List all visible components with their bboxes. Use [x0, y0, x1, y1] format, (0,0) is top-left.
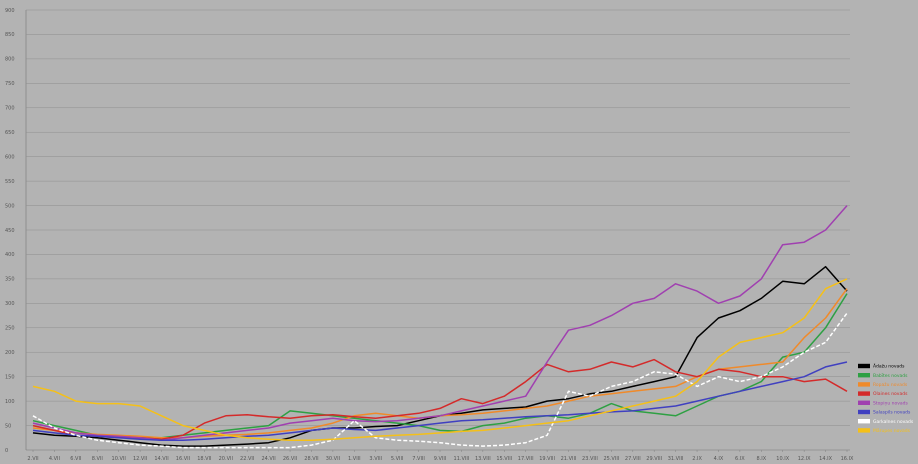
legend-swatch [858, 363, 870, 369]
x-tick-label: 5.VIII [391, 456, 404, 462]
x-tick-label: 12.IX [798, 456, 811, 462]
series-line-7 [32, 312, 848, 449]
x-tick-label: 15.VIII [496, 456, 512, 462]
legend-label: Babītes novads [873, 373, 908, 379]
legend-label: Garkalnes novads [873, 419, 914, 425]
x-tick-label: 4.IX [714, 456, 724, 462]
legend-swatch [858, 382, 870, 387]
x-tick-label: 26.VII [283, 456, 297, 462]
y-tick-label: 850 [5, 32, 15, 38]
y-tick-label: 350 [5, 277, 15, 283]
legend-label: Ādažu novads [873, 363, 905, 370]
legend-label: Ropažu novads [873, 381, 908, 388]
y-axis: 0 50 100 150 200 250 300 350 400 450 500 550 600 650 7… [5, 8, 15, 454]
x-tick-label: 14.IX [819, 456, 832, 462]
x-tick-label: 30.VII [326, 456, 340, 462]
x-tick-label: 4.VII [49, 456, 60, 462]
y-tick-label: 500 [5, 203, 15, 209]
legend: Ādažu novads Babītes novads Ropažu novads O… [858, 363, 914, 434]
legend-swatch [858, 400, 870, 405]
y-tick-label: 750 [5, 81, 15, 87]
x-tick-label: 17.VIII [518, 456, 534, 462]
x-tick-label: 23.VIII [582, 456, 598, 462]
series-line-6 [32, 361, 848, 441]
x-tick-label: 25.VIII [603, 456, 619, 462]
x-tick-label: 2.VII [27, 456, 38, 462]
x-tick-label: 22.VII [240, 456, 254, 462]
x-tick-label: 9.VIII [434, 456, 447, 462]
x-tick-label: 2.IX [692, 456, 702, 462]
x-tick-label: 24.VII [261, 456, 275, 462]
y-tick-label: 800 [5, 57, 15, 63]
x-tick-label: 21.VIII [561, 456, 577, 462]
y-tick-label: 100 [5, 399, 15, 405]
x-tick-label: 6.IX [735, 456, 745, 462]
legend-swatch [858, 391, 870, 396]
x-tick-label: 8.IX [756, 456, 766, 462]
series-lines [32, 205, 848, 449]
x-tick-label: 14.VII [154, 456, 168, 462]
x-tick-label: 11.VIII [454, 456, 470, 462]
x-tick-label: 6.VII [70, 456, 81, 462]
x-tick-label: 1.VIII [348, 456, 361, 462]
x-tick-label: 18.VII [197, 456, 211, 462]
gridlines [25, 9, 850, 451]
series-line-5 [32, 205, 848, 441]
legend-swatch [858, 409, 870, 415]
x-tick-label: 13.VIII [475, 456, 491, 462]
legend-label: Salaspils novads [873, 410, 911, 416]
x-tick-label: 10.VII [112, 456, 126, 462]
y-tick-label: 50 [5, 423, 11, 429]
y-tick-label: 300 [5, 301, 15, 307]
series-line-2 [32, 293, 848, 439]
legend-label: Stopiņu novads [873, 400, 908, 406]
y-tick-label: 450 [5, 228, 15, 234]
y-tick-label: 550 [5, 179, 15, 185]
x-axis: 2.VII 4.VII 6.VII 8.VII 10.VII 12.VII 14.VII 16… [27, 450, 854, 462]
series-line-4 [32, 358, 848, 440]
x-tick-label: 27.VIII [625, 456, 641, 462]
x-tick-label: 12.VII [133, 456, 147, 462]
legend-swatch [858, 419, 870, 424]
y-tick-label: 200 [5, 350, 15, 356]
legend-label: Olaines novads [873, 391, 908, 397]
x-tick-label: 29.VIII [646, 456, 662, 462]
y-tick-label: 650 [5, 130, 15, 136]
series-line-8 [32, 278, 848, 441]
x-tick-label: 3.VIII [369, 456, 382, 462]
legend-label: Mārupes novads [873, 428, 911, 434]
x-tick-label: 10.IX [776, 456, 789, 462]
legend-swatch [858, 428, 870, 433]
x-tick-label: 20.VII [219, 456, 233, 462]
y-tick-label: 400 [5, 252, 15, 258]
x-tick-label: 31.VIII [668, 456, 684, 462]
y-tick-label: 150 [5, 374, 15, 380]
y-tick-label: 250 [5, 326, 15, 332]
x-tick-label: 8.VII [92, 456, 103, 462]
x-tick-label: 16.IX [841, 456, 854, 462]
y-tick-label: 0 [5, 448, 8, 454]
x-tick-label: 16.VII [176, 456, 190, 462]
legend-swatch [858, 373, 870, 378]
x-tick-label: 19.VIII [539, 456, 555, 462]
x-tick-label: 28.VII [304, 456, 318, 462]
y-tick-label: 600 [5, 154, 15, 160]
x-tick-label: 7.VIII [412, 456, 425, 462]
y-tick-label: 700 [5, 106, 15, 112]
y-tick-label: 900 [5, 8, 15, 14]
